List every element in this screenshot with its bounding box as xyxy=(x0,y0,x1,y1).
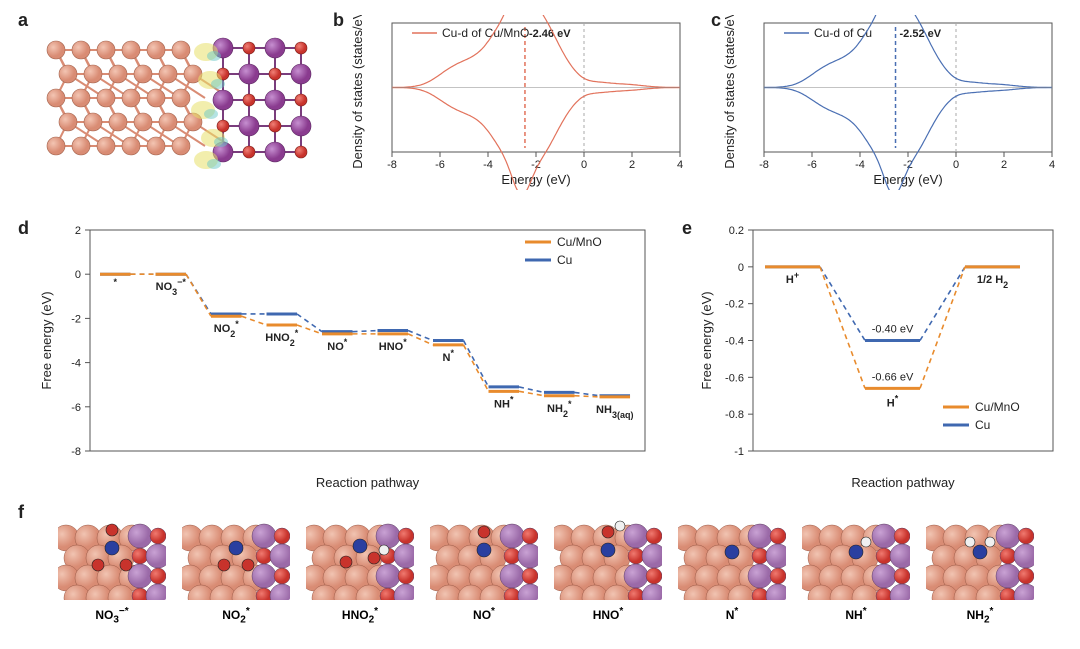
thumb-label: NH* xyxy=(802,606,910,622)
svg-text:-4: -4 xyxy=(855,159,865,171)
svg-text:4: 4 xyxy=(677,159,683,171)
svg-text:HNO2*: HNO2* xyxy=(265,328,298,348)
svg-text:0: 0 xyxy=(738,262,744,274)
thumb-label: N* xyxy=(678,606,786,622)
svg-text:-6: -6 xyxy=(71,402,81,414)
svg-text:-8: -8 xyxy=(71,446,81,458)
svg-text:-1: -1 xyxy=(734,446,744,458)
svg-text:-0.8: -0.8 xyxy=(725,409,744,421)
svg-text:Cu: Cu xyxy=(557,253,572,267)
panel-label-b: b xyxy=(333,10,344,31)
svg-text:-2.52 eV: -2.52 eV xyxy=(900,28,942,40)
svg-text:-8: -8 xyxy=(387,159,397,171)
svg-text:Cu-d of Cu/MnO: Cu-d of Cu/MnO xyxy=(442,26,529,40)
svg-text:Cu: Cu xyxy=(975,418,990,432)
svg-text:-4: -4 xyxy=(483,159,493,171)
svg-text:-0.40 eV: -0.40 eV xyxy=(872,324,914,336)
thumb-label: NO2* xyxy=(182,606,290,625)
svg-text:Density of states (states/eV): Density of states (states/eV) xyxy=(722,15,737,169)
svg-text:2: 2 xyxy=(1001,159,1007,171)
svg-text:-0.66 eV: -0.66 eV xyxy=(872,371,914,383)
svg-text:-6: -6 xyxy=(435,159,445,171)
panel-label-e: e xyxy=(682,218,692,239)
panel-d-energy: -8 -6 -4 -2 0 2 Reaction pathway Free energy (e… xyxy=(35,218,660,493)
svg-text:-0.4: -0.4 xyxy=(725,336,744,348)
svg-text:0: 0 xyxy=(953,159,959,171)
svg-text:Free energy (eV): Free energy (eV) xyxy=(699,291,714,389)
thumb-label: NO3−* xyxy=(58,606,166,625)
svg-text:Cu-d of Cu: Cu-d of Cu xyxy=(814,26,872,40)
panel-b-dos: -8-6-4-2024-2.46 eVEnergy (eV)Density of… xyxy=(350,15,690,190)
panel-label-f: f xyxy=(18,502,24,523)
svg-text:0: 0 xyxy=(581,159,587,171)
panel-c-dos: -8-6-4-2024-2.52 eVEnergy (eV)Density of… xyxy=(722,15,1062,190)
panel-label-c: c xyxy=(711,10,721,31)
svg-text:-8: -8 xyxy=(759,159,769,171)
svg-text:2: 2 xyxy=(629,159,635,171)
svg-text:0.2: 0.2 xyxy=(729,225,744,237)
svg-text:NH3(aq): NH3(aq) xyxy=(596,404,633,420)
svg-text:-4: -4 xyxy=(71,358,81,370)
svg-text:*: * xyxy=(114,277,118,287)
svg-text:-2: -2 xyxy=(71,313,81,325)
svg-text:-0.6: -0.6 xyxy=(725,372,744,384)
svg-text:Density of states (states/eV): Density of states (states/eV) xyxy=(350,15,365,169)
svg-text:Energy (eV): Energy (eV) xyxy=(501,172,570,187)
svg-text:NO2*: NO2* xyxy=(214,319,240,339)
svg-text:-2.46 eV: -2.46 eV xyxy=(529,28,571,40)
thumb-label: HNO2* xyxy=(306,606,414,625)
svg-text:NH*: NH* xyxy=(494,394,514,410)
svg-text:Cu/MnO: Cu/MnO xyxy=(975,400,1020,414)
svg-text:HNO*: HNO* xyxy=(379,337,407,353)
thumb-NO2 xyxy=(182,510,290,600)
thumb-NO3 xyxy=(58,510,166,600)
thumb-HNO xyxy=(554,510,662,600)
thumb-label: NO* xyxy=(430,606,538,622)
thumb-NO xyxy=(430,510,538,600)
thumb-label: NH2* xyxy=(926,606,1034,625)
thumb-N xyxy=(678,510,786,600)
svg-text:NH2*: NH2* xyxy=(547,399,572,419)
svg-text:2: 2 xyxy=(75,225,81,237)
thumb-HNO2 xyxy=(306,510,414,600)
svg-text:Reaction pathway: Reaction pathway xyxy=(316,475,420,490)
svg-text:Cu/MnO: Cu/MnO xyxy=(557,235,602,249)
svg-text:Energy (eV): Energy (eV) xyxy=(873,172,942,187)
svg-text:-0.2: -0.2 xyxy=(725,299,744,311)
thumb-label: HNO* xyxy=(554,606,662,622)
panel-label-d: d xyxy=(18,218,29,239)
svg-text:H*: H* xyxy=(887,393,899,409)
panel-label-a: a xyxy=(18,10,28,31)
svg-text:4: 4 xyxy=(1049,159,1055,171)
svg-text:Reaction pathway: Reaction pathway xyxy=(851,475,955,490)
panel-e-energy: -1 -0.8 -0.6 -0.4 -0.2 0 0.2 Reaction pathway Fr… xyxy=(695,218,1065,493)
panel-a-structure xyxy=(38,20,323,180)
svg-text:NO3−*: NO3−* xyxy=(156,277,187,297)
svg-text:H+: H+ xyxy=(786,270,799,286)
svg-text:Free energy (eV): Free energy (eV) xyxy=(39,291,54,389)
panel-f-row: NO3−* NO2* HNO2* NO* HNO* N* NH* NH2* xyxy=(58,510,1058,630)
thumb-NH xyxy=(802,510,910,600)
svg-text:NO*: NO* xyxy=(327,337,348,353)
svg-text:0: 0 xyxy=(75,269,81,281)
svg-text:-6: -6 xyxy=(807,159,817,171)
svg-text:N*: N* xyxy=(443,348,455,364)
thumb-NH2 xyxy=(926,510,1034,600)
svg-text:1/2 H2: 1/2 H2 xyxy=(977,274,1008,290)
